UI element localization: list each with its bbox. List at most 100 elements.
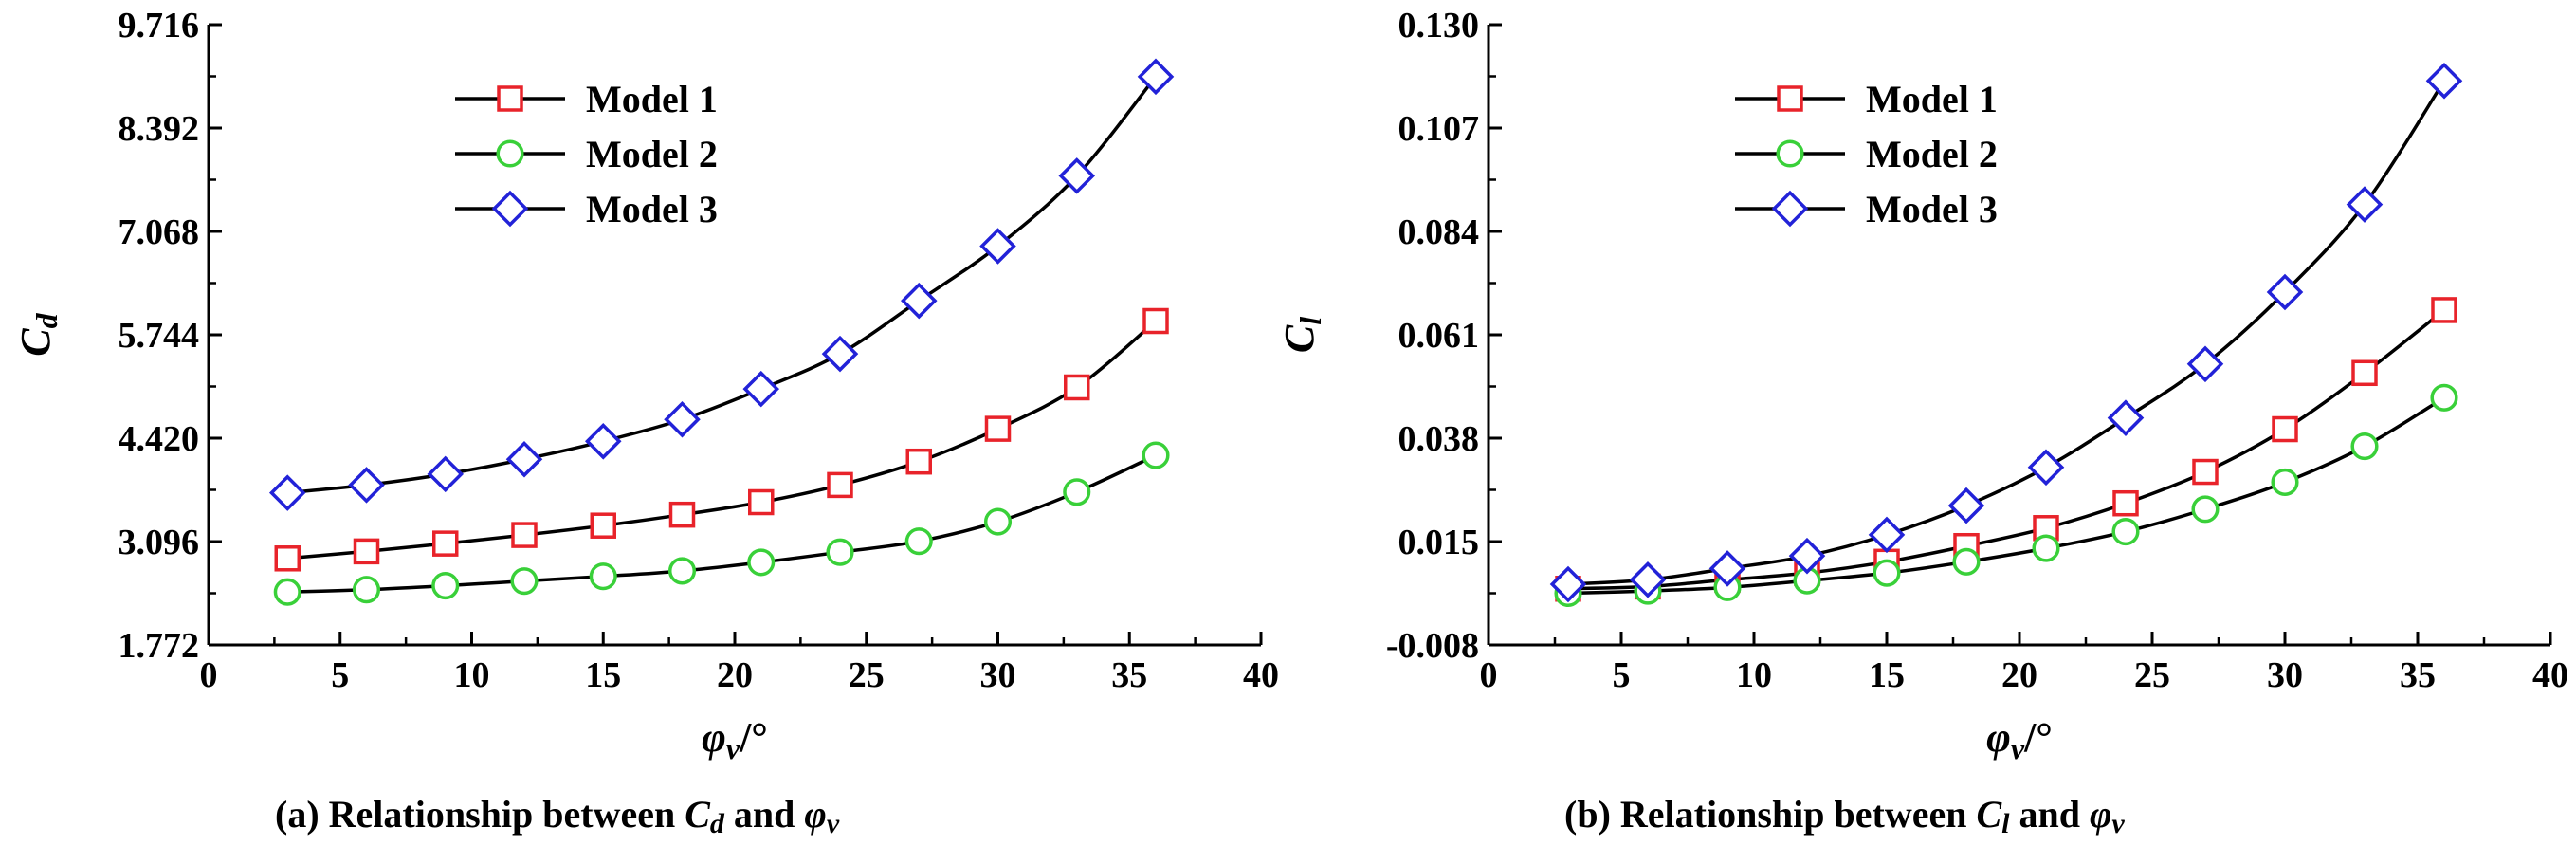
series-line-model-3 (1567, 80, 2446, 586)
data-point-model-3 (1947, 487, 1985, 524)
data-point-model-2 (747, 548, 776, 577)
x-tick-label: 15 (1869, 655, 1905, 695)
data-point-model-2 (2271, 468, 2299, 496)
x-tick-label: 0 (200, 655, 218, 695)
x-tick-label: 10 (454, 655, 490, 695)
data-point-model-3 (1629, 561, 1667, 598)
data-point-model-2 (1142, 441, 1170, 469)
x-tick-label: 35 (2400, 655, 2436, 695)
data-point-model-1 (590, 512, 616, 539)
data-point-model-3 (2346, 186, 2384, 223)
chart-panel-a: 0 5 10 15 20 25 30 35 40 1.772 3.096 4.420 5.744 7.06… (12, 6, 1279, 839)
data-point-model-1 (353, 538, 380, 565)
data-point-model-2 (1952, 547, 1981, 576)
legend-marker-model-3 (1771, 190, 1809, 228)
data-point-model-3 (584, 423, 622, 460)
data-point-model-3 (268, 474, 306, 511)
data-point-model-2 (273, 578, 301, 606)
data-point-model-1 (1142, 307, 1169, 335)
data-point-model-3 (427, 455, 465, 493)
data-point-model-1 (432, 530, 459, 557)
data-point-model-3 (742, 370, 780, 408)
data-point-model-2 (826, 538, 854, 566)
y-axis-title: Cl (1276, 317, 1327, 353)
data-point-model-3 (1058, 157, 1096, 194)
y-tick-label: 0.015 (1398, 523, 1480, 562)
legend-label-model-2: Model 2 (586, 133, 718, 175)
data-point-model-2 (352, 576, 381, 604)
x-tick-label: 25 (2134, 655, 2170, 695)
panel-caption: (a) Relationship between Cd and φv (275, 793, 840, 839)
series-line-model-2 (1567, 395, 2445, 596)
chart-panel-b: 0 5 10 15 20 25 30 35 40 -0.008 0.015 0.038 0.061 0.0… (1276, 6, 2568, 839)
panel-caption: (b) Relationship between Cl and φv (1564, 793, 2125, 839)
x-tick-label: 5 (1613, 655, 1631, 695)
data-point-model-1 (827, 471, 853, 499)
data-point-model-2 (2430, 383, 2458, 412)
legend-label-model-3: Model 3 (586, 188, 718, 230)
data-point-model-3 (979, 228, 1016, 265)
x-tick-label: 20 (717, 655, 753, 695)
x-tick-label: 15 (585, 655, 621, 695)
data-point-model-2 (667, 557, 697, 585)
legend-marker-model-2 (1776, 139, 1804, 168)
x-tick-label: 5 (331, 655, 349, 695)
data-point-model-2 (431, 572, 460, 600)
data-point-model-2 (2111, 518, 2140, 546)
data-point-model-1 (748, 488, 775, 516)
data-point-model-3 (2266, 273, 2304, 311)
data-point-model-3 (505, 440, 543, 478)
data-point-model-3 (1137, 58, 1175, 96)
y-tick-label: 0.107 (1398, 109, 1480, 149)
x-tick-label: 40 (1243, 655, 1279, 695)
x-tick-label: 35 (1111, 655, 1147, 695)
data-point-model-3 (2186, 345, 2224, 383)
y-tick-label: 0.061 (1398, 316, 1480, 356)
x-tick-label: 25 (849, 655, 885, 695)
data-point-model-1 (2272, 415, 2298, 443)
y-tick-label: 4.420 (119, 419, 200, 459)
x-tick-label: 20 (2001, 655, 2037, 695)
data-point-model-2 (2350, 432, 2379, 461)
data-point-model-2 (904, 527, 933, 556)
data-point-model-2 (1063, 478, 1091, 506)
data-point-model-1 (2431, 297, 2457, 323)
legend-label-model-1: Model 1 (586, 78, 718, 120)
x-tick-label: 30 (2267, 655, 2303, 695)
x-tick-label: 0 (1480, 655, 1498, 695)
data-point-model-3 (1708, 550, 1746, 587)
data-point-model-1 (2112, 489, 2139, 517)
legend-marker-model-2 (496, 139, 524, 168)
y-tick-label: 1.772 (119, 626, 200, 666)
data-point-model-2 (2032, 534, 2060, 562)
data-point-model-3 (1868, 516, 1906, 554)
y-tick-label: 5.744 (119, 316, 200, 356)
y-tick-label: 3.096 (119, 523, 200, 562)
legend-label-model-1: Model 1 (1866, 78, 1998, 120)
data-point-model-1 (1064, 374, 1090, 401)
data-point-model-1 (984, 415, 1012, 442)
legend-marker-model-3 (491, 190, 529, 228)
data-point-model-3 (1788, 537, 1826, 575)
data-point-model-2 (510, 567, 539, 596)
data-point-model-2 (983, 507, 1013, 536)
series-line-model-2 (287, 453, 1157, 594)
legend-marker-model-1 (497, 85, 523, 112)
y-axis-title: Cd (12, 312, 64, 356)
y-tick-label: 0.038 (1398, 419, 1480, 459)
series-line-model-1 (287, 320, 1158, 561)
data-point-model-3 (664, 400, 701, 438)
data-point-model-3 (900, 282, 938, 320)
data-point-model-2 (589, 562, 617, 591)
x-tick-label: 10 (1736, 655, 1772, 695)
legend-label-model-2: Model 2 (1866, 133, 1998, 175)
y-tick-label: -0.008 (1386, 626, 1479, 666)
data-point-model-1 (668, 501, 696, 528)
y-tick-label: 8.392 (119, 109, 200, 149)
data-point-model-1 (905, 448, 932, 475)
series-line-model-3 (287, 75, 1158, 495)
data-point-model-3 (2027, 449, 2065, 487)
data-point-model-3 (348, 467, 385, 504)
y-tick-label: 0.084 (1398, 212, 1480, 252)
